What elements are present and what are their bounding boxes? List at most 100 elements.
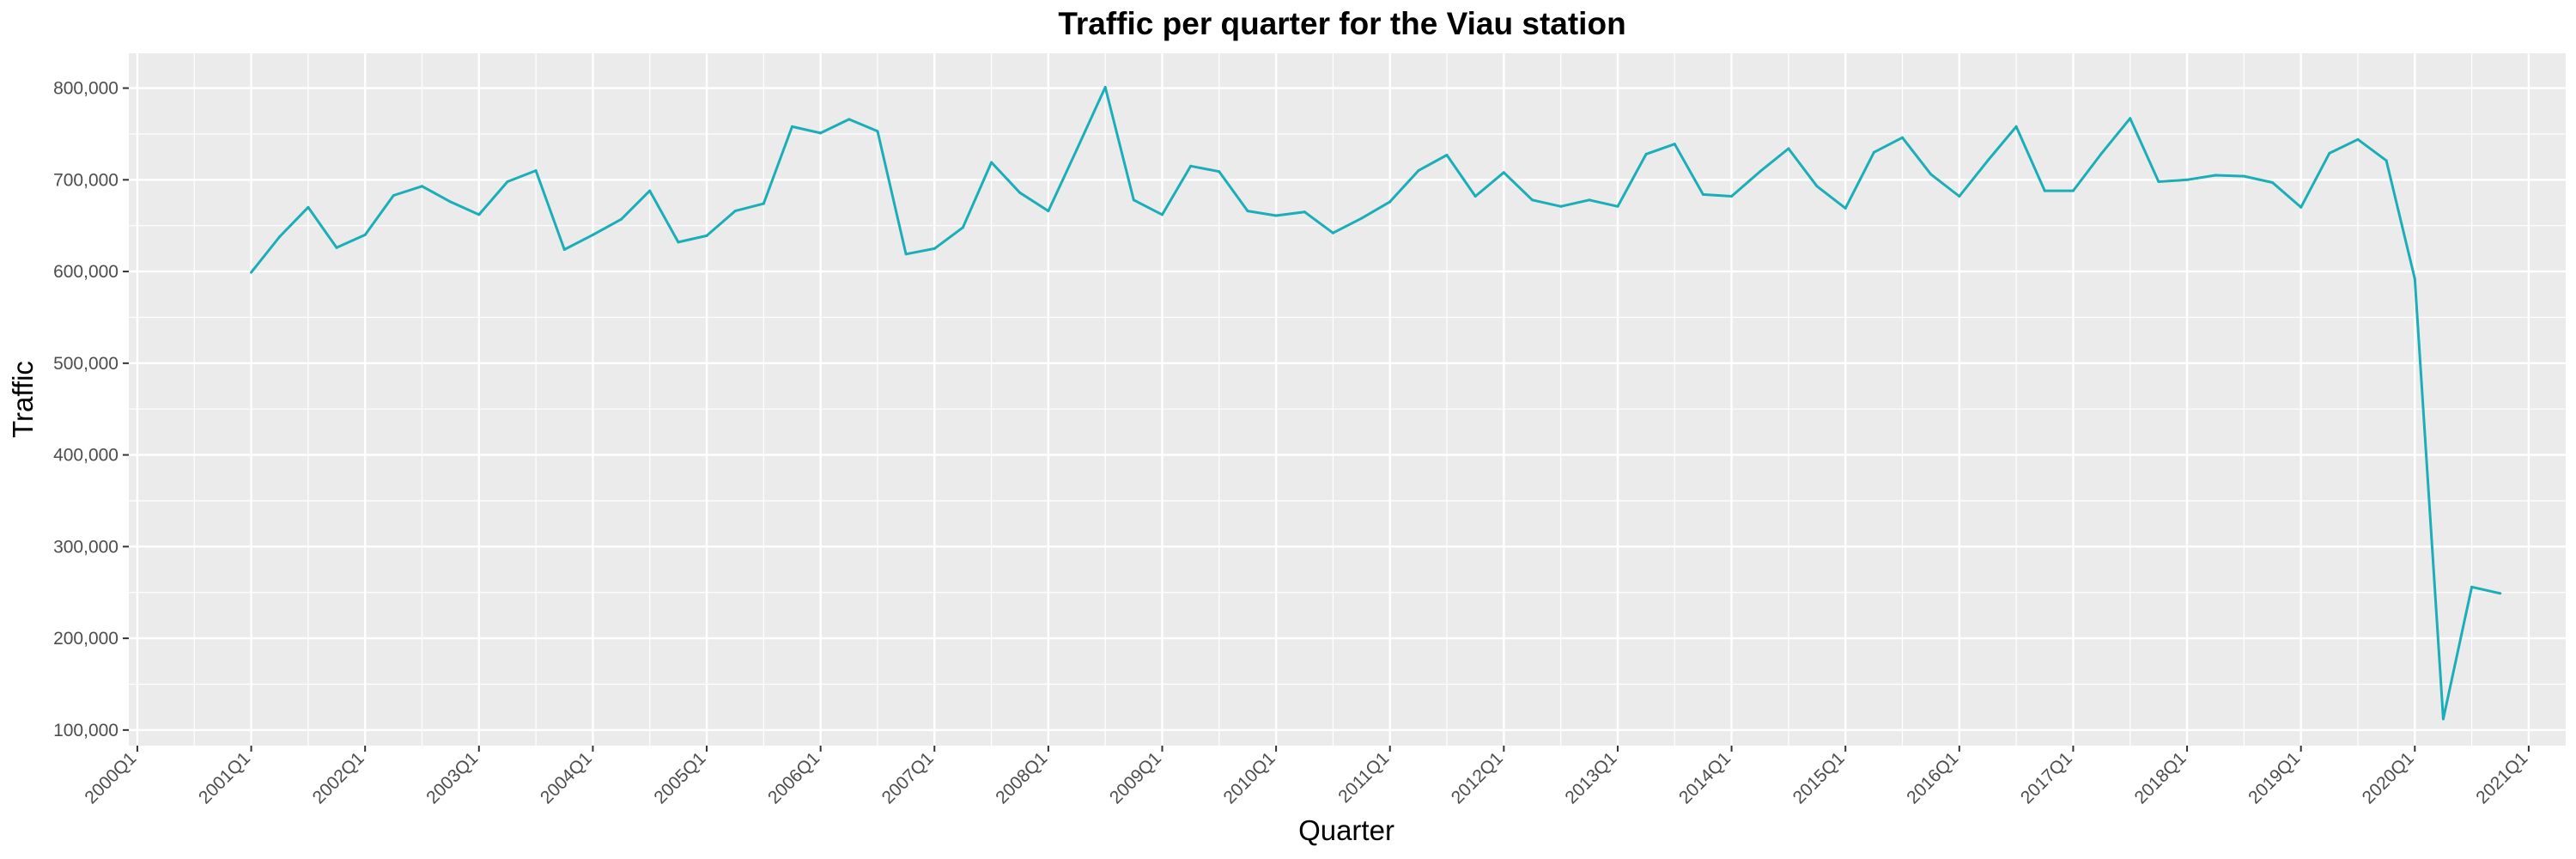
data-point (2129, 117, 2132, 120)
data-point (2214, 174, 2217, 177)
y-axis: 100,000 200,000 300,000 400,000 500,000 600,0… (53, 79, 129, 740)
x-tick-label: 2018Q1 (2130, 748, 2190, 807)
data-point (2271, 181, 2275, 185)
data-point (477, 213, 481, 216)
data-point (2242, 174, 2245, 178)
data-point (762, 202, 765, 205)
y-tick-label: 300,000 (53, 537, 118, 557)
x-axis: 2000Q1 2001Q1 2002Q1 2003Q1 2004Q1 2005Q1 2006… (81, 746, 2531, 807)
y-tick-label: 100,000 (53, 721, 118, 740)
data-point (335, 246, 338, 249)
data-point (2043, 189, 2046, 192)
data-point (2356, 137, 2360, 141)
data-point (933, 247, 936, 250)
series-line (250, 86, 2501, 721)
data-point (648, 189, 652, 192)
data-point (2328, 151, 2331, 155)
data-point (1673, 143, 1676, 146)
y-tick-label: 400,000 (53, 446, 118, 466)
data-point (1274, 214, 1278, 217)
x-tick-label: 2016Q1 (1903, 748, 1962, 807)
data-point (1986, 159, 1990, 162)
x-axis-title: Quarter (1298, 814, 1394, 846)
y-tick-label: 500,000 (53, 354, 118, 374)
x-tick-label: 2000Q1 (81, 748, 140, 807)
x-tick-label: 2004Q1 (537, 748, 596, 807)
x-tick-label: 2007Q1 (878, 748, 938, 807)
x-tick-label: 2003Q1 (422, 748, 482, 807)
data-point (1759, 170, 1762, 174)
data-point (620, 217, 623, 221)
data-point (790, 125, 793, 128)
data-point (1132, 198, 1135, 202)
data-point (1644, 152, 1648, 155)
data-point (449, 200, 453, 204)
major-gridlines (129, 53, 2566, 746)
data-point (1160, 213, 1163, 216)
data-point (961, 226, 964, 229)
data-points (250, 85, 2502, 721)
y-tick-label: 600,000 (53, 262, 118, 282)
data-point (876, 130, 879, 133)
data-point (1417, 169, 1420, 173)
data-point (2385, 159, 2388, 162)
data-point (2185, 178, 2189, 181)
data-point (1559, 204, 1563, 208)
data-point (990, 161, 993, 164)
x-tick-label: 2021Q1 (2472, 748, 2531, 807)
data-point (1616, 204, 1619, 208)
data-point (420, 185, 423, 188)
data-point (2014, 125, 2018, 128)
data-point (250, 271, 253, 274)
y-tick-label: 200,000 (53, 629, 118, 649)
data-point (1303, 210, 1306, 214)
data-point (2100, 151, 2104, 155)
data-point (1701, 192, 1704, 196)
data-point (677, 241, 680, 244)
data-point (1958, 195, 1961, 198)
data-point (848, 118, 851, 121)
data-point (534, 169, 538, 173)
chart-title: Traffic per quarter for the Viau station (1058, 6, 1625, 41)
x-tick-label: 2002Q1 (309, 748, 368, 807)
x-tick-label: 2001Q1 (195, 748, 254, 807)
data-point (1473, 195, 1477, 198)
x-tick-label: 2008Q1 (992, 748, 1051, 807)
data-point (2300, 205, 2303, 209)
x-tick-label: 2009Q1 (1106, 748, 1165, 807)
x-tick-label: 2010Q1 (1220, 748, 1279, 807)
data-point (1388, 200, 1392, 204)
x-tick-label: 2020Q1 (2359, 748, 2418, 807)
data-point (1588, 198, 1591, 202)
data-point (1445, 153, 1449, 156)
data-point (1218, 170, 1221, 174)
data-point (278, 235, 282, 239)
data-point (506, 180, 509, 183)
data-point (1929, 173, 1933, 176)
x-tick-label: 2015Q1 (1789, 748, 1849, 807)
data-point (363, 233, 367, 236)
data-point (562, 247, 566, 251)
data-point (1502, 171, 1505, 174)
data-point (1103, 85, 1107, 88)
data-point (1901, 136, 1905, 139)
data-point (2470, 585, 2474, 588)
data-point (1246, 210, 1249, 213)
y-tick-label: 800,000 (53, 79, 118, 99)
x-tick-label: 2014Q1 (1675, 748, 1735, 807)
data-point (733, 210, 737, 213)
x-tick-label: 2013Q1 (1561, 748, 1620, 807)
data-point (2157, 180, 2160, 183)
x-tick-label: 2012Q1 (1448, 748, 1507, 807)
data-point (1730, 195, 1734, 198)
data-point (904, 253, 908, 256)
data-point (392, 193, 395, 197)
data-point (1531, 198, 1534, 202)
data-point (1815, 185, 1819, 188)
y-axis-title: Traffic (7, 361, 39, 438)
x-tick-label: 2005Q1 (650, 748, 709, 807)
series-layer (250, 86, 2501, 721)
data-point (2413, 277, 2416, 281)
x-tick-label: 2011Q1 (1334, 748, 1393, 807)
